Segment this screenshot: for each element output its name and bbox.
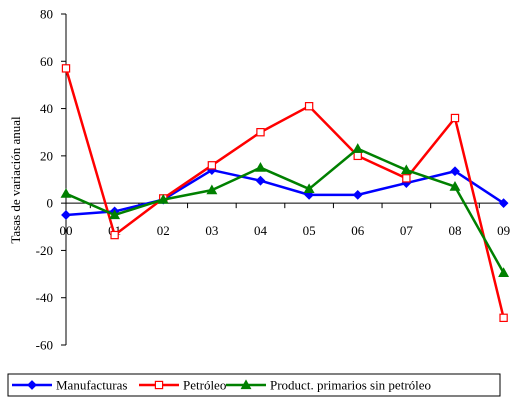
- data-point: [60, 188, 72, 198]
- data-point: [304, 102, 314, 111]
- legend-label: Petróleo: [183, 378, 226, 393]
- series-line: [65, 168, 505, 217]
- data-point: [400, 164, 412, 175]
- data-point: [498, 198, 509, 209]
- y-tick-labels: -60 -40 -20 0 20 40 60 80: [36, 7, 53, 353]
- data-point: [450, 166, 460, 177]
- x-tick-label: 05: [303, 223, 316, 238]
- legend-item: Manufacturas: [12, 378, 127, 393]
- data-point: [109, 209, 121, 220]
- series-product-primarios-sin-petr-leo: [60, 143, 510, 277]
- y-axis-title: Tasas de variación anual: [8, 116, 23, 244]
- y-tick-label: -60: [36, 338, 53, 353]
- data-point: [402, 174, 411, 183]
- data-point: [353, 151, 362, 161]
- data-point: [450, 113, 460, 123]
- data-point: [498, 267, 510, 277]
- series-petr-leo: [61, 64, 508, 323]
- series-line: [65, 147, 505, 274]
- y-tick-label: -40: [36, 290, 53, 305]
- y-tick-label: 80: [40, 7, 53, 22]
- series-layer: [60, 64, 510, 323]
- y-tick-label: 0: [47, 196, 54, 211]
- data-point: [352, 189, 363, 200]
- x-tick-label: 08: [448, 223, 461, 238]
- data-point: [207, 161, 217, 170]
- data-point: [255, 162, 266, 172]
- y-tick-label: 40: [40, 101, 53, 116]
- data-point: [110, 230, 119, 240]
- legend-marker: [27, 380, 37, 390]
- data-point: [61, 64, 71, 73]
- y-tick-label: 20: [40, 148, 53, 163]
- y-tick-label: 60: [40, 54, 53, 69]
- x-tick-labels: 00 01 02 03 04 05 06 07 08 09: [60, 223, 511, 238]
- legend: Manufacturas Petróleo Product. primarios s…: [7, 373, 501, 397]
- series-line: [64, 68, 505, 319]
- data-point: [499, 313, 508, 323]
- legend-item: Petróleo: [139, 378, 226, 393]
- legend-label: Product. primarios sin petróleo: [270, 378, 431, 393]
- y-tick-label: -20: [36, 243, 53, 258]
- data-point: [449, 180, 461, 191]
- legend-label: Manufacturas: [56, 378, 127, 393]
- data-point: [256, 128, 265, 137]
- x-tick-label: 09: [497, 223, 510, 238]
- data-point: [206, 184, 218, 195]
- x-tick-label: 06: [351, 223, 365, 238]
- x-tick-label: 04: [254, 223, 268, 238]
- legend-marker: [154, 380, 164, 390]
- data-point: [303, 183, 315, 194]
- data-point: [61, 210, 71, 220]
- data-point: [157, 193, 169, 204]
- data-point: [352, 143, 364, 153]
- data-point: [255, 175, 266, 186]
- legend-item: Product. primarios sin petróleo: [226, 378, 431, 393]
- x-tick-label: 07: [400, 223, 414, 238]
- legend-marker: [240, 379, 252, 390]
- x-tick-label: 03: [205, 223, 218, 238]
- x-tick-label: 02: [157, 223, 170, 238]
